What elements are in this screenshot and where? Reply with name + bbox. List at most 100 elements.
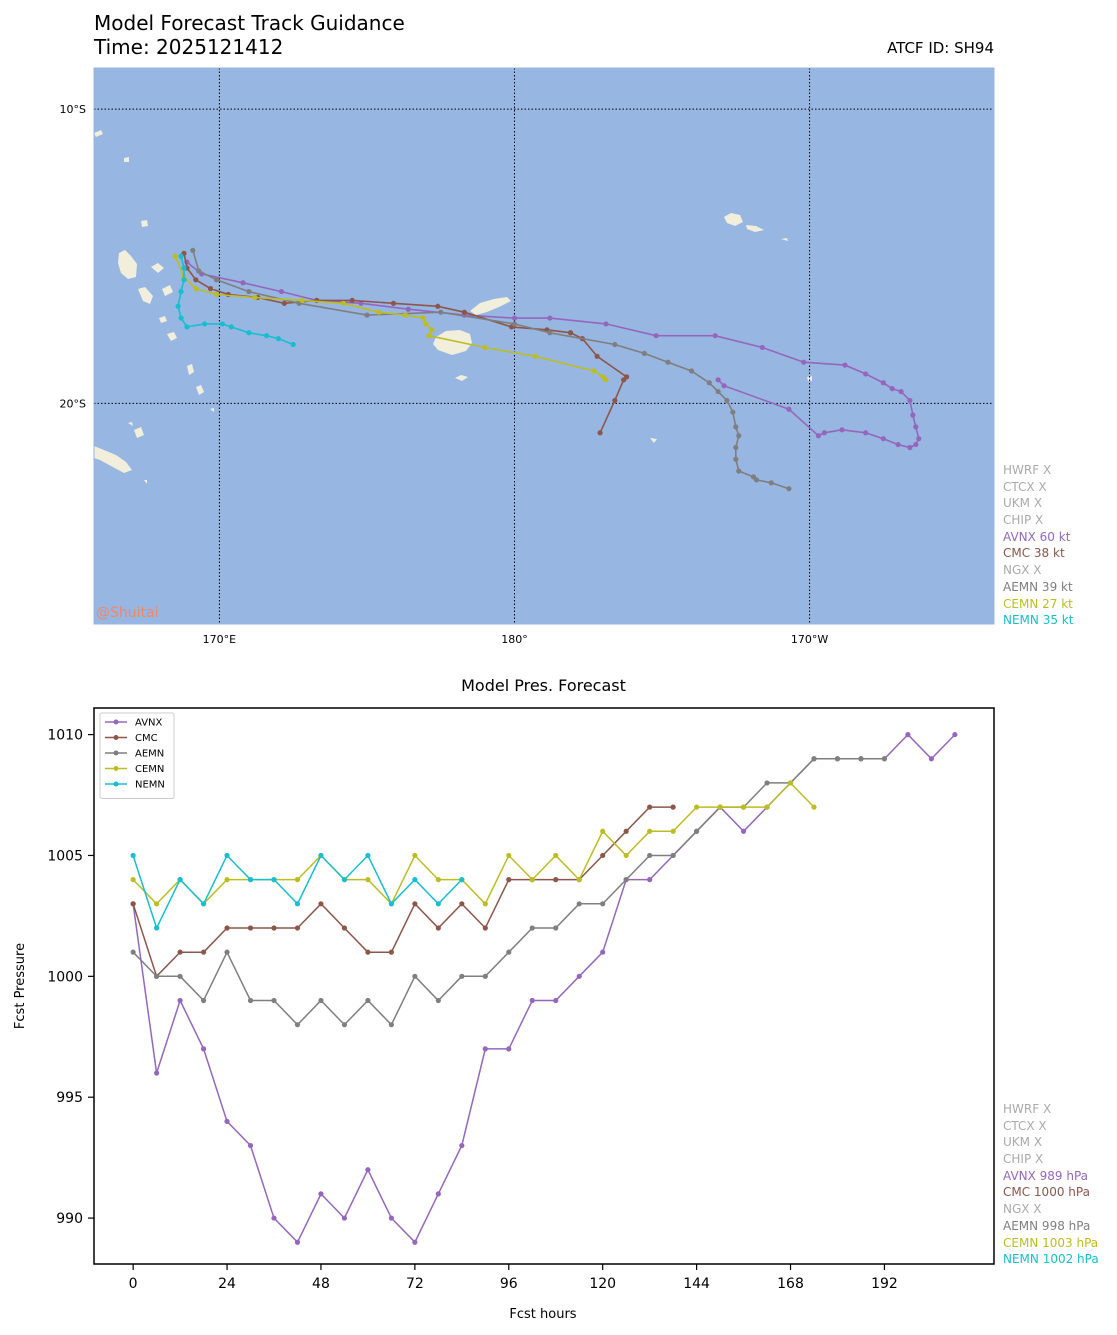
data-point bbox=[623, 877, 629, 883]
data-point bbox=[459, 1142, 465, 1149]
series-aemn bbox=[130, 756, 888, 1028]
track-point bbox=[376, 309, 382, 315]
data-point bbox=[670, 804, 676, 810]
legend-label: AEMN bbox=[135, 749, 164, 760]
ocean bbox=[94, 68, 994, 624]
pressure-legend-entry: AEMN 998 hPa bbox=[1003, 1218, 1091, 1233]
data-point bbox=[365, 852, 371, 859]
loyalty-2 bbox=[128, 422, 133, 426]
track-point bbox=[193, 277, 199, 283]
track-point bbox=[688, 368, 695, 374]
track-point bbox=[863, 371, 869, 377]
track-point bbox=[349, 297, 355, 304]
legend-label: AVNX bbox=[135, 718, 163, 729]
track-point bbox=[278, 288, 284, 295]
track-point bbox=[880, 436, 886, 442]
data-point bbox=[388, 949, 394, 955]
x-tick-label: 96 bbox=[500, 1276, 518, 1292]
track-cmc bbox=[181, 250, 630, 436]
solomon-tip bbox=[94, 130, 103, 137]
data-point bbox=[154, 1070, 160, 1076]
data-point bbox=[388, 1022, 394, 1028]
y-tick-label: 1000 bbox=[47, 969, 83, 985]
track-point bbox=[547, 315, 553, 321]
track-point bbox=[913, 424, 919, 430]
x-tick-label: 144 bbox=[683, 1276, 710, 1292]
track-point bbox=[299, 297, 305, 304]
data-point bbox=[412, 973, 418, 979]
track-point bbox=[178, 288, 184, 295]
data-point bbox=[694, 828, 700, 834]
vanuatu-2 bbox=[138, 287, 153, 304]
data-point bbox=[271, 877, 277, 883]
data-point bbox=[647, 804, 653, 810]
data-point bbox=[529, 925, 535, 931]
plot-frame bbox=[93, 707, 995, 1265]
data-point bbox=[811, 804, 817, 810]
legend-marker bbox=[113, 750, 119, 756]
track-point bbox=[786, 406, 792, 412]
legend-marker bbox=[113, 766, 119, 771]
track-avnx bbox=[184, 259, 922, 451]
watermark: @Shuitai bbox=[96, 605, 158, 621]
data-point bbox=[529, 997, 535, 1004]
track-point bbox=[228, 324, 234, 330]
pressure-legend-entry: UKM X bbox=[1003, 1135, 1043, 1150]
data-point bbox=[365, 1167, 371, 1173]
data-point bbox=[177, 949, 183, 955]
data-point bbox=[670, 828, 676, 834]
track-point bbox=[281, 300, 287, 306]
track-point bbox=[641, 350, 647, 356]
data-point bbox=[647, 828, 653, 834]
data-point bbox=[435, 877, 441, 883]
data-point bbox=[600, 852, 606, 859]
track-point bbox=[712, 333, 718, 339]
data-point bbox=[154, 901, 160, 907]
track-point bbox=[612, 397, 618, 404]
track-legend-entry: HWRF X bbox=[1003, 463, 1052, 477]
track-nemn bbox=[175, 253, 296, 348]
track-point bbox=[390, 300, 397, 306]
data-point bbox=[130, 877, 136, 883]
data-point bbox=[294, 1239, 301, 1245]
vanuatu-3 bbox=[151, 263, 164, 273]
track-point bbox=[482, 344, 488, 351]
islet-d bbox=[807, 376, 812, 381]
track-legend-entry: CHIP X bbox=[1003, 513, 1044, 528]
track-point bbox=[591, 368, 597, 374]
data-point bbox=[318, 1191, 324, 1197]
legend-marker bbox=[113, 781, 119, 787]
track-line bbox=[174, 255, 607, 381]
data-point bbox=[576, 877, 582, 883]
data-point bbox=[600, 949, 606, 955]
data-point bbox=[694, 804, 700, 810]
data-point bbox=[412, 852, 418, 859]
series-avnx bbox=[130, 731, 958, 1245]
track-point bbox=[426, 333, 432, 339]
time-label: Time: 2025121412 bbox=[94, 35, 284, 59]
track-point bbox=[916, 436, 922, 442]
data-point bbox=[365, 877, 371, 883]
track-point bbox=[196, 268, 202, 274]
track-point bbox=[511, 321, 518, 327]
data-point bbox=[717, 804, 723, 810]
track-point bbox=[801, 359, 807, 365]
track-point bbox=[759, 344, 765, 351]
pressure-legend-entry: CTCX X bbox=[1003, 1118, 1047, 1133]
data-point bbox=[435, 925, 441, 931]
track-point bbox=[863, 430, 869, 436]
y-axis-label: Fcst Pressure bbox=[13, 943, 28, 1029]
series-cmc bbox=[130, 804, 676, 979]
data-point bbox=[435, 1191, 441, 1197]
data-point bbox=[341, 1215, 348, 1221]
track-point bbox=[190, 247, 196, 253]
track-point bbox=[184, 324, 190, 330]
track-point bbox=[721, 383, 727, 389]
track-point bbox=[405, 306, 411, 312]
track-legend-entry: NEMN 35 kt bbox=[1003, 613, 1074, 628]
track-map: 170°E 180° 170°W 10°S 20°S @Shuitai bbox=[60, 67, 995, 646]
data-point bbox=[647, 877, 653, 883]
track-point bbox=[461, 309, 467, 315]
track-point bbox=[706, 380, 712, 386]
